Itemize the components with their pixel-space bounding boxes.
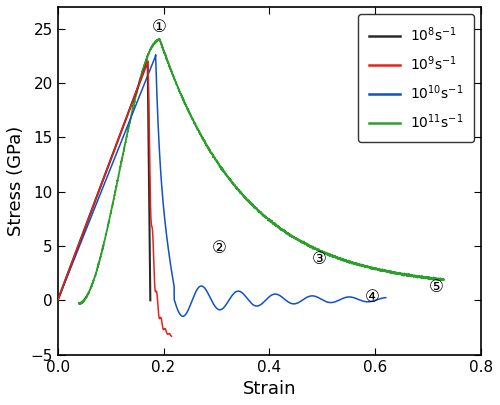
Legend: $10^8$s$^{-1}$, $10^9$s$^{-1}$, $10^{10}$s$^{-1}$, $10^{11}$s$^{-1}$: $10^8$s$^{-1}$, $10^9$s$^{-1}$, $10^{10}… xyxy=(358,14,474,142)
Text: ③: ③ xyxy=(312,250,327,268)
X-axis label: Strain: Strain xyxy=(242,380,296,398)
Text: ①: ① xyxy=(152,17,167,36)
Text: ⑤: ⑤ xyxy=(428,278,444,296)
Text: ④: ④ xyxy=(365,288,380,305)
Text: ②: ② xyxy=(212,239,226,257)
Y-axis label: Stress (GPa): Stress (GPa) xyxy=(7,126,25,236)
